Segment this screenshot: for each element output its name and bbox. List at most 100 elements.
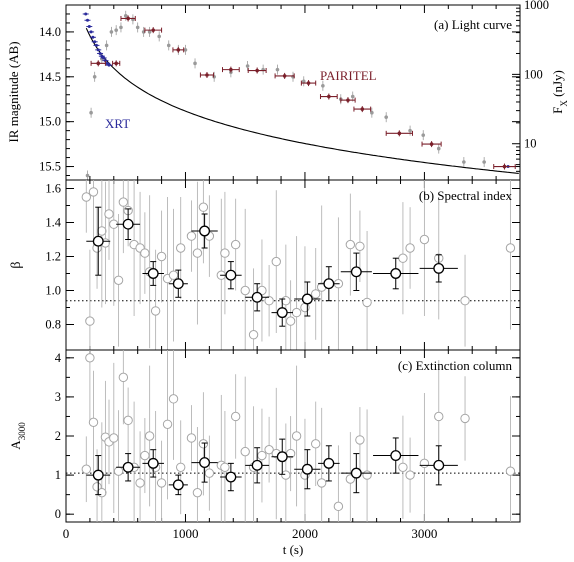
unbinned-point <box>81 464 92 474</box>
unbinned-point <box>162 419 173 429</box>
binned-point <box>390 268 402 279</box>
gray-point <box>245 64 250 68</box>
gray-point <box>104 43 109 48</box>
unbinned-point <box>355 435 365 445</box>
binned-point <box>390 450 402 461</box>
unbinned-point <box>419 234 430 245</box>
binned-point <box>147 457 159 469</box>
y-tick-label: 14.0 <box>39 25 61 39</box>
xrt-point <box>91 35 95 39</box>
panel-a-label: (a) Light curve <box>434 17 512 32</box>
binned-point <box>92 469 104 481</box>
xrt-point <box>86 18 90 22</box>
binned-point <box>350 266 362 278</box>
unbinned-point <box>175 462 186 472</box>
unbinned-point <box>144 431 155 441</box>
unbinned-point <box>505 466 516 476</box>
pairitel-point <box>126 16 130 21</box>
xrt-point <box>107 63 111 67</box>
panel-b-ylabel: β <box>9 261 24 268</box>
binned-point <box>92 235 104 247</box>
binned-point <box>199 457 211 469</box>
unbinned-point <box>434 411 444 422</box>
y-tick-label: 15.0 <box>39 115 61 129</box>
unbinned-point <box>97 487 107 498</box>
pairitel-point <box>96 61 101 66</box>
panel-light-curve: 14.0 14.5 15.0 15.5 1000 100 10 (a) Light curv… <box>6 0 569 181</box>
y-tick-label: 4 <box>55 351 62 365</box>
unbinned-point <box>398 253 408 263</box>
binned-point <box>225 471 237 483</box>
unbinned-point <box>97 226 107 236</box>
binned-point <box>276 451 288 463</box>
binned-point <box>433 459 445 471</box>
y-right-tick-label: 1000 <box>524 0 549 12</box>
pairitel-point <box>502 164 507 169</box>
xrt-point <box>96 48 100 52</box>
model-curve <box>85 27 519 174</box>
panel-b-data <box>66 180 520 350</box>
gray-point <box>350 94 355 99</box>
unbinned-point <box>345 239 356 250</box>
unbinned-point <box>285 316 296 326</box>
binned-point <box>301 293 313 305</box>
panel-extinction-column: 0 1 2 3 4 (c) Extinction column A3000 <box>8 349 521 523</box>
unbinned-point <box>109 433 119 443</box>
panel-a-ylabel-right: FX (nJy) <box>550 70 569 114</box>
binned-point <box>172 479 184 491</box>
unbinned-point <box>140 248 150 258</box>
gray-point <box>301 79 306 84</box>
y-tick-label: 0.8 <box>45 318 61 332</box>
gray-point <box>89 110 93 115</box>
panel-c-data <box>66 350 520 522</box>
pairitel-annotation: PAIRITEL <box>320 68 377 83</box>
y-right-tick-label: 100 <box>524 67 543 81</box>
unbinned-point <box>220 248 230 258</box>
unbinned-point <box>113 275 124 285</box>
pairitel-point <box>255 68 259 73</box>
xrt-point <box>98 51 102 55</box>
unbinned-point <box>460 413 470 424</box>
unbinned-point <box>291 431 302 441</box>
unbinned-point <box>186 433 197 443</box>
unbinned-point <box>81 192 92 202</box>
unbinned-point <box>362 297 372 308</box>
gray-point <box>147 30 152 34</box>
unbinned-point <box>271 256 281 267</box>
unbinned-point <box>264 296 274 306</box>
binned-point <box>251 291 263 303</box>
unbinned-point <box>281 296 291 306</box>
pairitel-point <box>429 142 434 146</box>
panel-c-ylabel: A3000 <box>8 422 27 450</box>
unbinned-point <box>192 487 203 498</box>
y-tick-label: 1.6 <box>45 182 61 196</box>
unbinned-point <box>135 478 145 488</box>
unbinned-point <box>316 478 327 488</box>
unbinned-point <box>240 446 250 457</box>
pairitel-point <box>151 28 156 32</box>
unbinned-point <box>419 458 430 469</box>
y-right-tick-label: 10 <box>524 137 537 151</box>
panel-c-ticks: 0 1 2 3 4 <box>55 350 521 522</box>
gray-point <box>157 34 161 39</box>
pairitel-point <box>229 67 233 72</box>
unbinned-point <box>300 302 310 313</box>
gray-point <box>421 133 426 137</box>
unbinned-point <box>505 243 516 253</box>
unbinned-point <box>460 296 470 306</box>
binned-point <box>147 268 159 279</box>
unbinned-point <box>113 466 124 476</box>
unbinned-point <box>311 439 321 449</box>
unbinned-point <box>118 197 129 207</box>
unbinned-point <box>291 307 302 318</box>
unbinned-point <box>355 241 365 252</box>
x-axis-label: t (s) <box>283 542 304 557</box>
unbinned-point <box>175 243 186 253</box>
gray-point <box>135 25 140 30</box>
y-tick-label: 1 <box>55 468 61 482</box>
unbinned-point <box>204 468 215 478</box>
pairitel-point <box>282 74 287 78</box>
binned-point <box>276 307 288 319</box>
pairitel-point <box>397 131 402 136</box>
